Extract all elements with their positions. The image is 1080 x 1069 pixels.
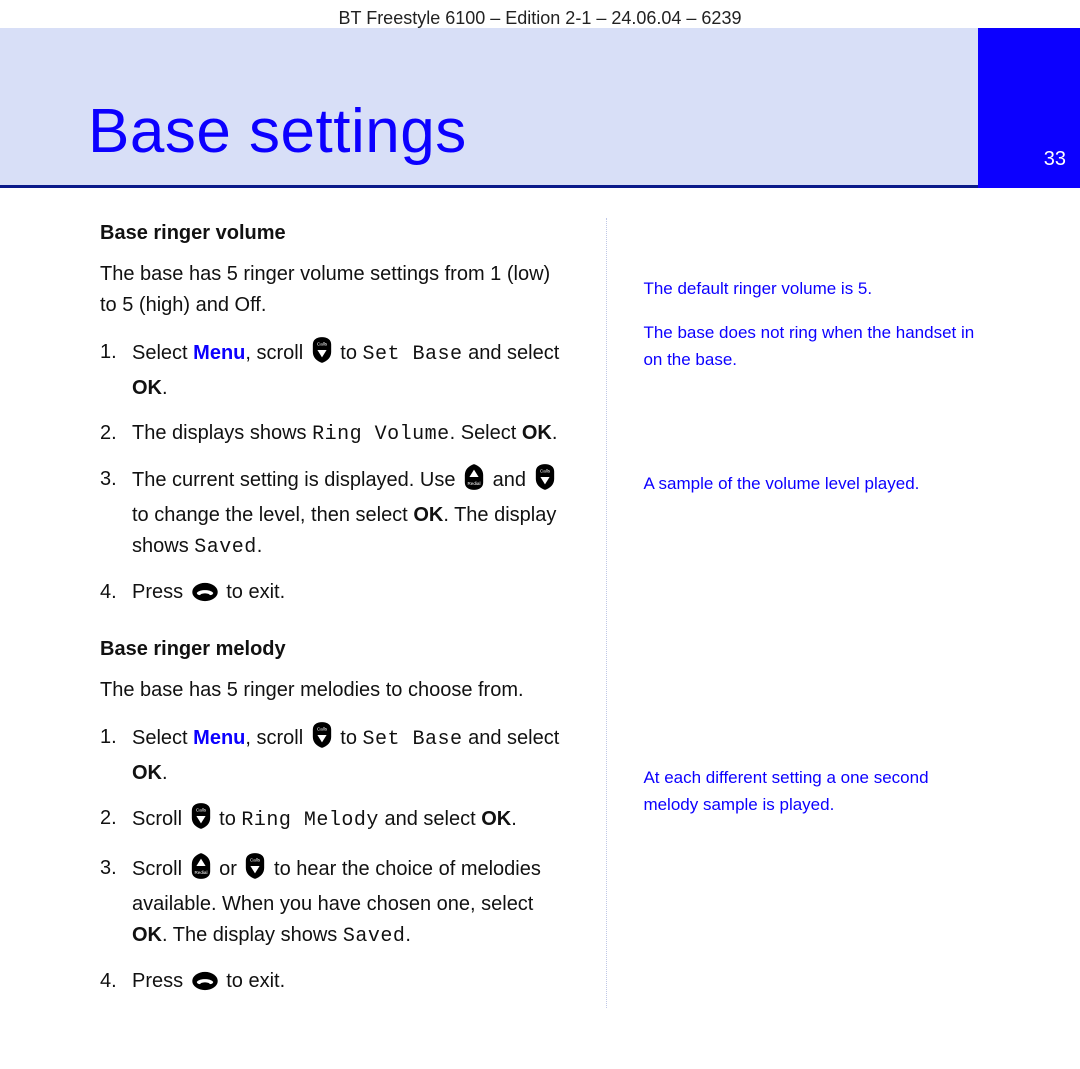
step-body: The current setting is displayed. Use an… [132,464,570,563]
up-redial-icon [463,464,485,500]
lcd-text: Saved [194,536,257,559]
down-calls-icon [534,464,556,500]
step-body: Press to exit. [132,577,570,612]
section-intro: The base has 5 ringer melodies to choose… [100,675,570,706]
step: 3.Scroll or to hear the choice of melodi… [100,853,570,952]
end-call-icon [191,581,219,612]
step-number: 1. [100,337,124,404]
content-area: Base ringer volume The base has 5 ringer … [100,218,980,1015]
title-banner: Base settings [0,28,978,188]
step-number: 2. [100,418,124,450]
step: 4.Press to exit. [100,966,570,1001]
down-calls-icon [190,803,212,839]
step-number: 4. [100,966,124,1001]
step-number: 3. [100,464,124,563]
down-calls-icon [311,337,333,373]
step-number: 3. [100,853,124,952]
section-intro: The base has 5 ringer volume settings fr… [100,259,570,321]
page-root: BT Freestyle 6100 – Edition 2-1 – 24.06.… [0,0,1080,1069]
step: 3.The current setting is displayed. Use … [100,464,570,563]
side-note: At each different setting a one second m… [643,765,980,818]
step-body: Select Menu, scroll to Set Base and sele… [132,722,570,789]
step: 1.Select Menu, scroll to Set Base and se… [100,337,570,404]
ok-keyword: OK [481,808,511,830]
step: 2.The displays shows Ring Volume. Select… [100,418,570,450]
step-body: Scroll or to hear the choice of melodies… [132,853,570,952]
up-redial-icon [190,853,212,889]
lcd-text: Ring Volume [312,423,450,446]
step: 1.Select Menu, scroll to Set Base and se… [100,722,570,789]
step-number: 2. [100,803,124,839]
down-calls-icon [311,722,333,758]
ok-keyword: OK [522,422,552,444]
page-title: Base settings [88,96,467,167]
step-number: 4. [100,577,124,612]
side-note: The default ringer volume is 5. [643,276,980,302]
menu-keyword: Menu [193,727,245,749]
step-body: Scroll to Ring Melody and select OK. [132,803,570,839]
side-column: The default ringer volume is 5. The base … [643,218,980,1015]
ok-keyword: OK [132,377,162,399]
main-column: Base ringer volume The base has 5 ringer … [100,218,570,1015]
section-heading: Base ringer volume [100,218,570,249]
section-heading: Base ringer melody [100,634,570,665]
lcd-text: Set Base [363,343,463,366]
step-body: The displays shows Ring Volume. Select O… [132,418,570,450]
lcd-text: Saved [343,925,406,948]
column-separator [606,218,607,1008]
ok-keyword: OK [132,924,162,946]
end-call-icon [191,970,219,1001]
page-number: 33 [1044,148,1066,171]
side-note: The base does not ring when the handset … [643,320,980,373]
step-number: 1. [100,722,124,789]
step: 4.Press to exit. [100,577,570,612]
lcd-text: Ring Melody [241,809,379,832]
doc-header-line: BT Freestyle 6100 – Edition 2-1 – 24.06.… [0,8,1080,29]
step-body: Press to exit. [132,966,570,1001]
ok-keyword: OK [132,762,162,784]
lcd-text: Set Base [363,728,463,751]
menu-keyword: Menu [193,342,245,364]
down-calls-icon [244,853,266,889]
step: 2.Scroll to Ring Melody and select OK. [100,803,570,839]
side-tab: 33 [978,28,1080,188]
ok-keyword: OK [413,504,443,526]
side-note: A sample of the volume level played. [643,471,980,497]
step-body: Select Menu, scroll to Set Base and sele… [132,337,570,404]
